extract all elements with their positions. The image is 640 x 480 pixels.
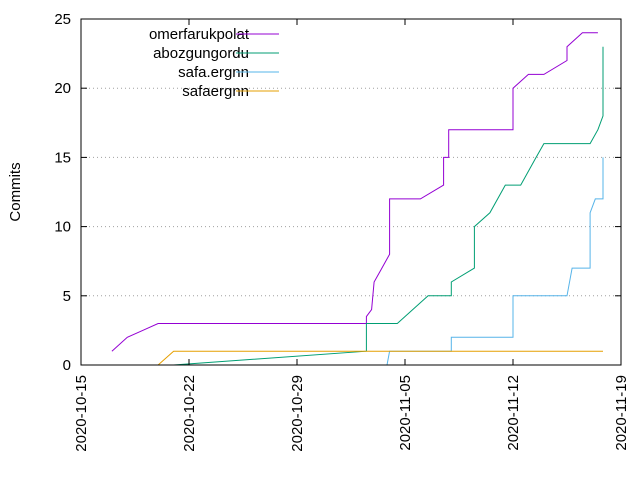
y-axis-title: Commits: [7, 162, 24, 221]
y-tick-label: 20: [54, 80, 71, 97]
series-line-abozgungordu: [173, 46, 604, 366]
y-tick-label: 10: [54, 219, 71, 236]
legend-label: abozgungordu: [153, 45, 249, 62]
x-tick-label: 2020-11-12: [505, 375, 522, 451]
legend-label: omerfarukpolat: [149, 26, 250, 43]
y-tick-label: 0: [63, 357, 71, 374]
y-tick-label: 5: [63, 288, 71, 305]
grid-lines: [81, 87, 621, 297]
plot-frame: [80, 18, 622, 366]
series-line-omerfarukpolat: [111, 32, 598, 352]
series-line-safaergnn: [157, 350, 603, 366]
x-tick-label: 2020-10-29: [289, 375, 306, 452]
legend-label: safa.ergnn: [178, 64, 249, 81]
x-tick-label: 2020-10-15: [73, 375, 90, 452]
legend-label: safaergnn: [182, 83, 249, 100]
y-axis: 0 5 10 15 20 25: [54, 11, 621, 374]
legend: omerfarukpolat abozgungordu safa.ergnn safa…: [149, 26, 279, 100]
x-axis: 2020-10-15 2020-10-22 2020-10-29 2020-11-05…: [73, 19, 630, 452]
y-tick-label: 15: [54, 149, 71, 166]
x-tick-label: 2020-11-05: [397, 375, 414, 451]
y-tick-label: 25: [54, 11, 71, 28]
x-tick-label: 2020-10-22: [181, 375, 198, 452]
series-line-safa-ergnn: [386, 157, 604, 366]
x-tick-label: 2020-11-19: [613, 375, 630, 451]
series-lines: [111, 32, 604, 366]
